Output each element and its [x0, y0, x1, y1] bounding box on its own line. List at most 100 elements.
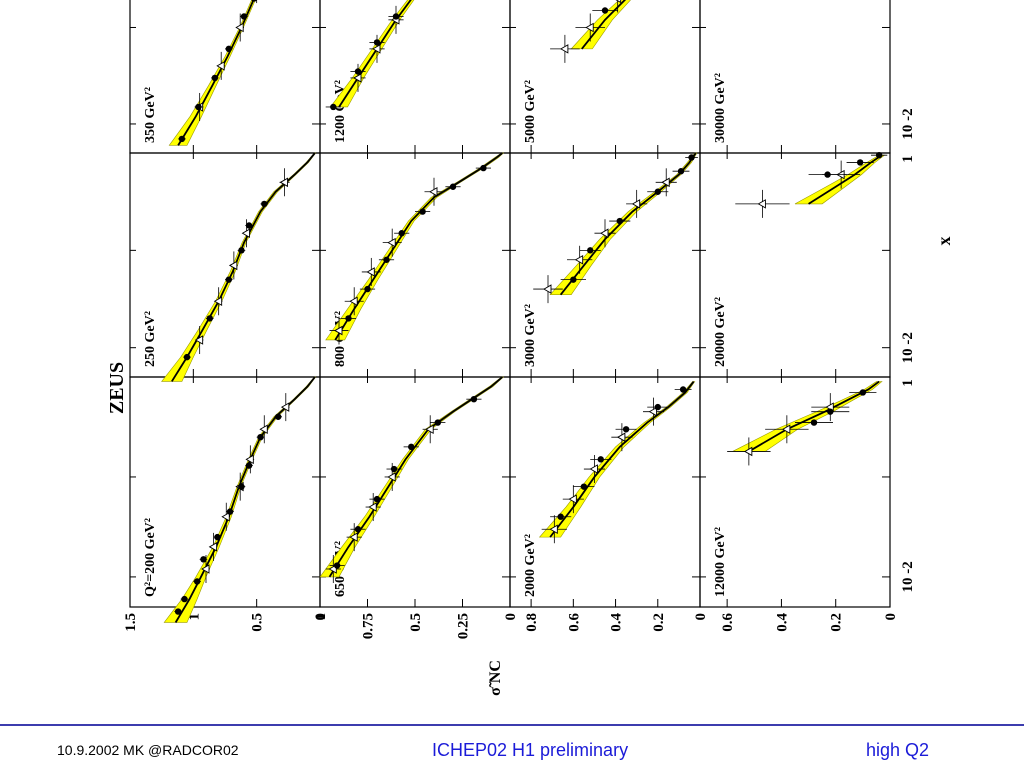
data-point-em [387, 472, 396, 482]
data-point-ep [856, 159, 864, 166]
data-point-ep [275, 413, 282, 420]
fit-curve [171, 152, 316, 382]
data-point-em [743, 446, 753, 457]
y-tick-label: 1.5 [123, 613, 139, 632]
panel-q2-label: 5000 GeV² [523, 80, 538, 143]
panel-q2-label: 3000 GeV² [523, 304, 538, 367]
data-point-em [349, 532, 358, 542]
data-point-ep [470, 395, 478, 403]
data-point-em [574, 255, 584, 265]
data-point-ep [597, 456, 604, 463]
data-point-ep [824, 171, 831, 178]
y-tick-label: 0 [503, 613, 519, 621]
data-point-ep [238, 247, 245, 254]
fit-curve [338, 0, 502, 108]
fit-curve [748, 380, 880, 453]
data-point-em [259, 424, 268, 435]
data-point-em [245, 454, 254, 465]
data-point-ep [193, 578, 201, 585]
x-tick-label: 10 -2 [900, 332, 916, 363]
data-point-ep [587, 247, 594, 254]
panel: 30000 GeV² [713, 73, 728, 143]
y-tick-label: 1 [313, 613, 329, 621]
data-point-em [372, 44, 381, 54]
data-point-ep [449, 183, 457, 190]
data-point-ep [225, 45, 233, 53]
data-point-ep [195, 103, 202, 111]
panel-frame [129, 376, 321, 608]
y-tick-label: 0.25 [456, 613, 472, 639]
y-tick-label: 0.6 [566, 613, 582, 632]
error-band [732, 381, 883, 452]
data-point-ep [330, 103, 337, 111]
data-point-ep [688, 154, 695, 161]
panel: 12000 GeV² [713, 380, 883, 597]
panel-frame [319, 152, 511, 378]
data-point-em [589, 464, 598, 474]
fit-curve [559, 152, 697, 296]
data-point-ep [827, 408, 834, 415]
panel-q2-label: Q²=200 GeV² [143, 518, 158, 597]
footer-conference: ICHEP02 H1 preliminary [432, 740, 629, 760]
data-point-ep [206, 315, 214, 322]
data-point-em [213, 296, 223, 307]
data-point-ep [214, 533, 221, 541]
data-point-em [585, 22, 594, 33]
data-point-ep [183, 353, 191, 361]
error-band [570, 0, 696, 50]
panel-frame [699, 376, 891, 608]
panel-frame [699, 0, 891, 154]
data-point-ep [240, 13, 248, 20]
y-tick-label: 0.4 [774, 613, 790, 632]
data-point-em [616, 432, 626, 442]
data-point-em [201, 564, 210, 574]
panel-frame [129, 0, 321, 154]
data-point-em [781, 424, 791, 435]
x-tick-label: 10 -2 [900, 561, 916, 592]
data-point-em [334, 325, 343, 336]
data-point-ep [257, 433, 264, 441]
data-point-em [216, 61, 225, 71]
data-point-ep [480, 164, 487, 172]
panel: 2000 GeV² [523, 381, 696, 597]
data-point-em [208, 542, 218, 552]
panel-frame [699, 152, 891, 378]
y-tick-label: 0.4 [609, 613, 625, 632]
data-point-ep [557, 513, 564, 520]
data-point-em [235, 22, 244, 33]
data-point-em [194, 335, 204, 345]
error-band [549, 152, 698, 296]
data-point-em [568, 494, 577, 504]
data-point-em [387, 237, 396, 248]
data-point-ep [225, 276, 233, 283]
data-point-em [353, 73, 362, 83]
data-point-em [757, 199, 766, 209]
error-band [168, 0, 317, 146]
panel-q2-label: 12000 GeV² [713, 527, 728, 597]
footer-date-author: 10.9.2002 MK @RADCOR02 [57, 742, 239, 758]
data-point-ep [654, 188, 661, 195]
data-point-ep [859, 389, 867, 396]
panel-q2-label: 30000 GeV² [713, 73, 728, 143]
fit-curve [334, 152, 503, 341]
y-tick-label: 0 [883, 613, 899, 621]
zeus-figure: ZEUS 00.511.5 00.250.50.751 00.20.40.60.8 0… [106, 0, 954, 696]
data-point-ep [419, 208, 426, 215]
y-tick-label: 0.8 [524, 613, 540, 632]
panel: 350 GeV² [143, 0, 317, 146]
data-point-ep [580, 483, 588, 490]
data-point-ep [810, 419, 818, 426]
data-point-ep [200, 556, 207, 563]
data-point-ep [570, 276, 577, 283]
panel-frame [509, 376, 701, 608]
y-tick-label: 0.75 [361, 613, 377, 639]
data-point-ep [383, 256, 390, 263]
y-tick-label: 0.6 [720, 613, 736, 632]
data-point-ep [226, 508, 234, 515]
panel-q2-label: 20000 GeV² [713, 297, 728, 367]
panel-frame [129, 152, 321, 378]
data-point-em [631, 199, 641, 209]
data-point-ep [622, 426, 630, 433]
rotated-chart-group: ZEUS 00.511.5 00.250.50.751 00.20.40.60.8 0… [106, 0, 954, 696]
panel-frame [509, 152, 701, 378]
